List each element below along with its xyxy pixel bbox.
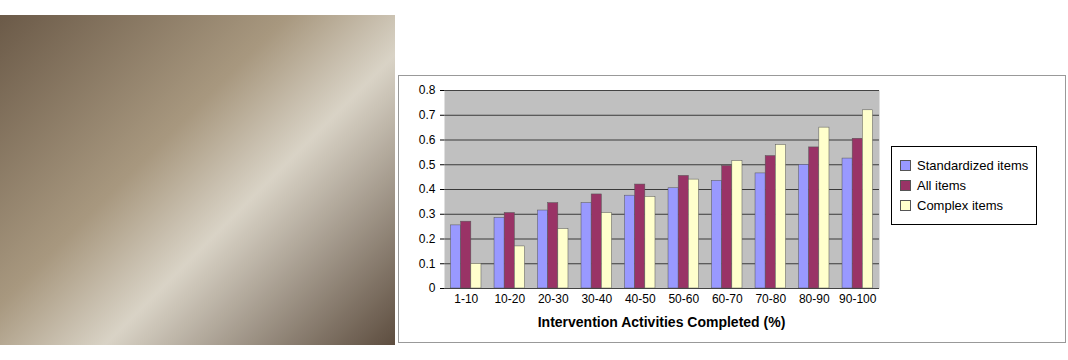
html-text:Complex items: Complex items — [917, 198, 1003, 213]
svg-text:0.6: 0.6 — [419, 133, 436, 147]
svg-text:1-10: 1-10 — [454, 292, 478, 306]
html-text:Intervention Activities Comple: Intervention Activities Completed (%) — [537, 314, 786, 330]
svg-text:0: 0 — [429, 281, 436, 295]
svg-text:20-30: 20-30 — [538, 292, 569, 306]
svg-text:0.5: 0.5 — [419, 158, 436, 172]
svg-text:0.7: 0.7 — [419, 108, 436, 122]
svg-text:30-40: 30-40 — [581, 292, 612, 306]
svg-text:40-50: 40-50 — [625, 292, 656, 306]
svg-text:70-80: 70-80 — [755, 292, 786, 306]
svg-text:0.3: 0.3 — [419, 207, 436, 221]
html-text:Standardized items: Standardized items — [917, 158, 1029, 173]
svg-text:50-60: 50-60 — [668, 292, 699, 306]
svg-text:0.8: 0.8 — [419, 83, 436, 97]
svg-text:0.2: 0.2 — [419, 232, 436, 246]
svg-text:80-90: 80-90 — [799, 292, 830, 306]
svg-text:90-100: 90-100 — [839, 292, 877, 306]
svg-text:0.4: 0.4 — [419, 182, 436, 196]
svg-text:60-70: 60-70 — [712, 292, 743, 306]
html-text:All items: All items — [917, 178, 967, 193]
svg-text:0.1: 0.1 — [419, 257, 436, 271]
svg-text:10-20: 10-20 — [494, 292, 525, 306]
